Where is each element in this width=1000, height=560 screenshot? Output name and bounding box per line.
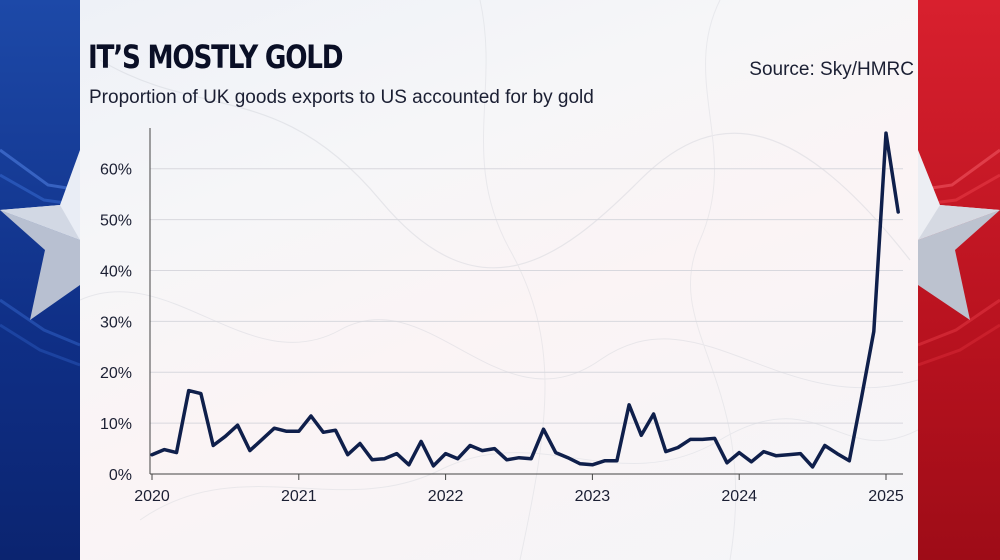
axes [149,128,903,480]
y-tick-label: 60% [100,162,132,179]
x-tick-label: 2024 [721,488,757,505]
y-tick-label: 40% [100,263,132,280]
x-tick-label: 2022 [428,488,464,505]
chart-panel [80,0,918,560]
y-tick-label: 30% [100,314,132,331]
left-flag-band [0,0,80,560]
series-layer [150,131,900,469]
left-band-decoration [0,148,80,367]
x-tick-label: 2020 [134,488,170,505]
chart-title: IT’S MOSTLY GOLD [88,38,344,76]
tick-labels: 0% 10% 20% 30% 40% 50% 60% 2020 2021 2022 2023 2024… [100,162,904,505]
source-label: Source: Sky/HMRC [749,59,914,80]
series-line-0 [150,131,900,469]
y-tick-label: 0% [109,467,132,484]
y-tick-label: 10% [100,416,132,433]
y-tick-label: 20% [100,365,132,382]
x-tick-label: 2025 [868,488,904,505]
marble-texture [80,0,918,560]
right-flag-band [918,0,1000,560]
chart-subtitle: Proportion of UK goods exports to US acc… [89,87,594,108]
gridlines [150,168,903,424]
x-tick-label: 2023 [575,488,611,505]
y-tick-label: 50% [100,213,132,230]
right-band-decoration [918,148,1000,367]
x-tick-label: 2021 [281,488,317,505]
